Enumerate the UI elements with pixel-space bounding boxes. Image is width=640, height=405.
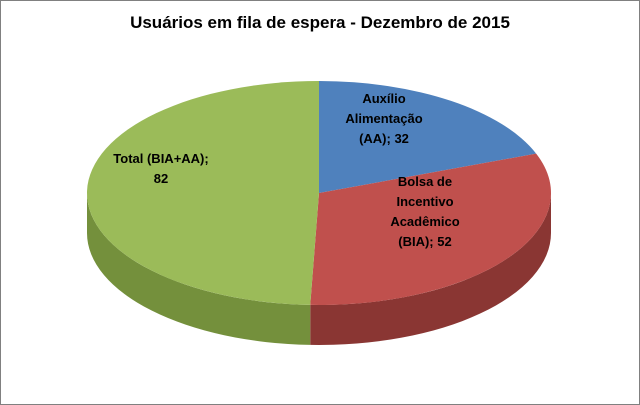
pie-slice-bia[interactable]	[310, 153, 551, 305]
pie-slice-total[interactable]	[87, 81, 319, 305]
pie-slice-side-total	[87, 193, 311, 345]
chart-title: Usuários em fila de espera - Dezembro de…	[130, 13, 510, 32]
pie-slice-side-bia	[310, 193, 551, 345]
pie-slice-aa[interactable]	[319, 81, 537, 193]
